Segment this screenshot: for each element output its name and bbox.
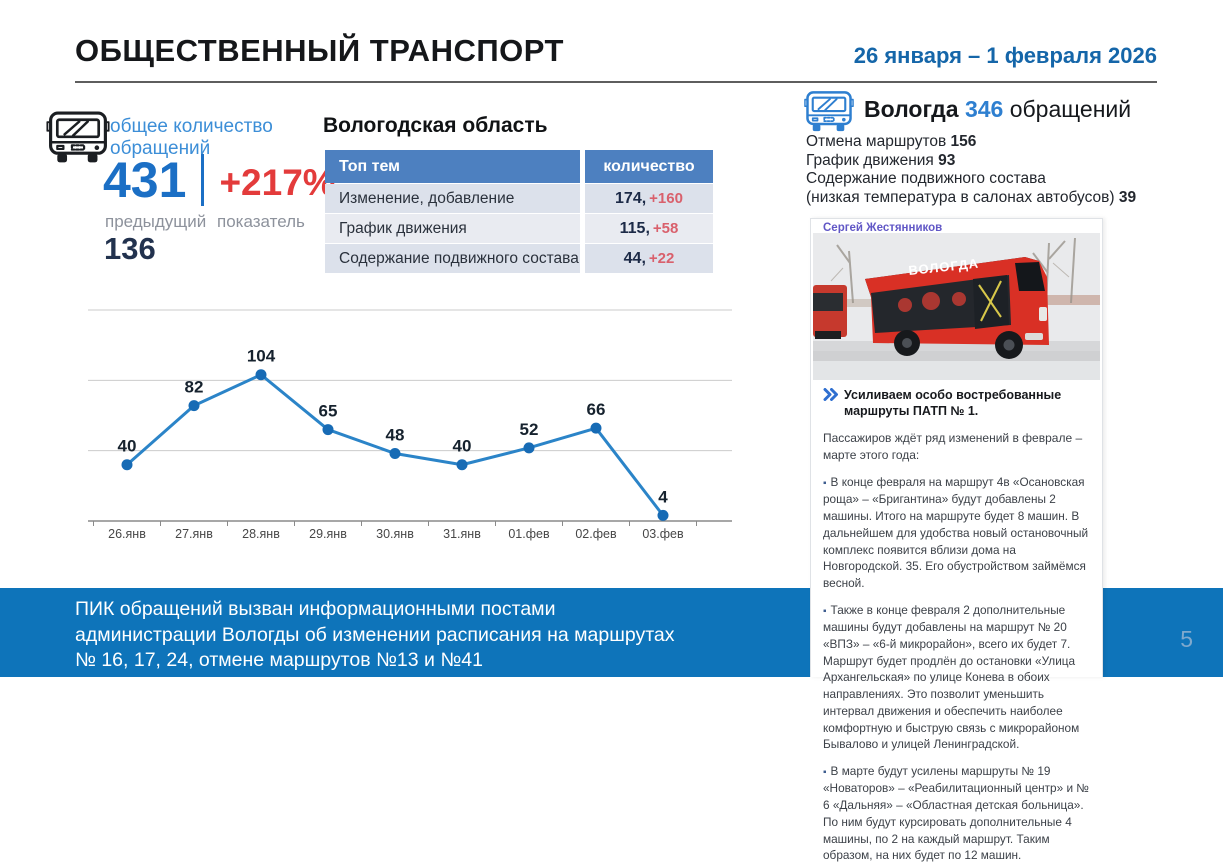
topic-label: Содержание подвижного состава (325, 244, 580, 273)
table-row: Содержание подвижного состава 44, +22 (325, 244, 713, 273)
city-appeals-heading: Вологда 346 обращений (864, 96, 1131, 123)
svg-text:29.янв: 29.янв (309, 527, 347, 541)
city-appeals-count: 346 (964, 96, 1004, 122)
stat-value: 156 (950, 133, 977, 150)
stat-label: (низкая температура в салонах автобусов) (806, 188, 1115, 206)
svg-text:03.фев: 03.фев (642, 527, 684, 541)
previous-indicator-label: предыдущий показатель (105, 212, 305, 231)
table-row: Изменение, добавление маршрутов 174,+160 (325, 184, 713, 236)
topic-count: 174, +160 (585, 184, 713, 213)
svg-text:82: 82 (185, 378, 204, 397)
stat-label: Содержание подвижного состава (806, 170, 1046, 187)
social-post-card: Сергей Жестянников (810, 218, 1103, 862)
count-value: 174, (615, 190, 647, 207)
city-stats-list: Отмена маршрутов 156 График движения 93 … (806, 133, 1136, 207)
bullet-marker: ▪ (823, 767, 827, 779)
footer-line: администрации Вологды об изменении распи… (75, 623, 675, 646)
svg-text:28.янв: 28.янв (242, 527, 280, 541)
region-title: Вологодская область (323, 114, 548, 137)
total-appeals-label: общее количество обращений (110, 116, 273, 160)
footer-line: № 16, 17, 24, отмене маршрутов №13 и №41 (75, 649, 483, 672)
svg-text:65: 65 (319, 402, 338, 421)
header-divider (75, 81, 1157, 83)
topic-label: Изменение, добавление маршрутов (325, 184, 580, 236)
footer-line: ПИК обращений вызван информационными пос… (75, 598, 556, 620)
svg-text:31.янв: 31.янв (443, 527, 481, 541)
svg-text:40: 40 (118, 437, 137, 456)
post-bullet: ▪ Также в конце февраля 2 дополнительные … (823, 602, 1091, 753)
previous-indicator-value: 136 (104, 231, 156, 266)
post-bullet: ▪ В конце февраля на маршрут 4в «Осановск… (823, 474, 1091, 592)
svg-text:66: 66 (587, 400, 606, 419)
count-value: 115, (619, 220, 650, 237)
svg-text:01.фев: 01.фев (508, 527, 550, 541)
stat-value: 93 (938, 151, 956, 169)
bus-icon (46, 110, 110, 166)
svg-text:104: 104 (247, 347, 276, 366)
column-header-topic: Топ тем (325, 150, 580, 183)
city-name: Вологда (864, 96, 959, 122)
post-author-link[interactable]: Сергей Жестянников (823, 222, 943, 234)
bullet-marker: ▪ (823, 605, 827, 617)
top-topics-table: Топ тем количество Изменение, добавление… (325, 150, 713, 274)
count-delta: +22 (648, 250, 675, 267)
post-headline: Усиливаем особо востребованные маршруты … (844, 388, 1062, 419)
total-appeals-value-row: 431 +217% (103, 154, 336, 206)
svg-text:30.янв: 30.янв (376, 527, 414, 541)
post-bullet: ▪ В марте будут усилены маршруты № 19 «Но… (823, 763, 1091, 864)
bus-photo: ВОЛОГДА (813, 233, 1100, 380)
city-appeals-suffix: обращений (1009, 96, 1132, 122)
total-appeals-value: 431 (103, 152, 187, 208)
count-delta: +58 (652, 220, 679, 237)
value-divider (201, 154, 205, 206)
topic-label: График движения (325, 214, 580, 243)
appeals-delta-percent: +217% (219, 162, 336, 203)
svg-text:4: 4 (658, 487, 668, 506)
svg-text:48: 48 (386, 425, 405, 444)
city-stat-line: График движения 93 (806, 152, 1136, 171)
svg-text:40: 40 (453, 437, 472, 456)
bus-icon (804, 90, 854, 134)
count-delta: +160 (649, 190, 683, 207)
svg-text:02.фев: 02.фев (575, 527, 617, 541)
post-intro: Пассажиров ждёт ряд изменений в феврале … (823, 430, 1083, 462)
bullet-marker: ▪ (823, 478, 827, 490)
count-value: 44, (623, 250, 646, 267)
svg-text:27.янв: 27.янв (175, 527, 213, 541)
city-stat-line: (низкая температура в салонах автобусов)… (806, 189, 1136, 208)
svg-text:52: 52 (520, 420, 539, 439)
topic-count: 44, +22 (585, 244, 713, 273)
bus-brand-text: ВОЛОГДА (908, 256, 980, 278)
city-stat-line: Отмена маршрутов 156 (806, 133, 1136, 152)
bullet-text: В конце февраля на маршрут 4в «Осановска… (823, 475, 1089, 591)
stat-label: График движения (806, 151, 934, 169)
city-stat-line: Содержание подвижного состава (806, 170, 1136, 189)
report-date-range: 26 января – 1 февраля 2026 (853, 43, 1157, 68)
bullet-text: В марте будут усилены маршруты № 19 «Нов… (823, 764, 1089, 863)
topic-count: 115, +58 (585, 214, 713, 243)
page-number: 5 (1180, 626, 1193, 652)
page-title: ОБЩЕСТВЕННЫЙ ТРАНСПОРТ (75, 33, 564, 68)
table-row: График движения 115, +58 (325, 214, 713, 243)
bullet-text: Также в конце февраля 2 дополнительные м… (823, 602, 1080, 752)
appeals-line-chart: 40 26.янв 82 27.янв 104 28.янв 65 29.янв 48 30.ян… (88, 309, 732, 541)
stat-value: 39 (1118, 188, 1137, 206)
post-body: Усиливаем особо востребованные маршруты … (823, 387, 1091, 864)
post-headline-row: Усиливаем особо востребованные маршруты … (823, 387, 1091, 420)
double-chevron-icon (823, 388, 838, 401)
table-header-row: Топ тем количество (325, 150, 713, 183)
svg-text:26.янв: 26.янв (108, 527, 146, 541)
footer-note: ПИК обращений вызван информационными пос… (75, 597, 675, 674)
stat-label: Отмена маршрутов (806, 133, 947, 150)
column-header-count: количество (585, 150, 713, 183)
